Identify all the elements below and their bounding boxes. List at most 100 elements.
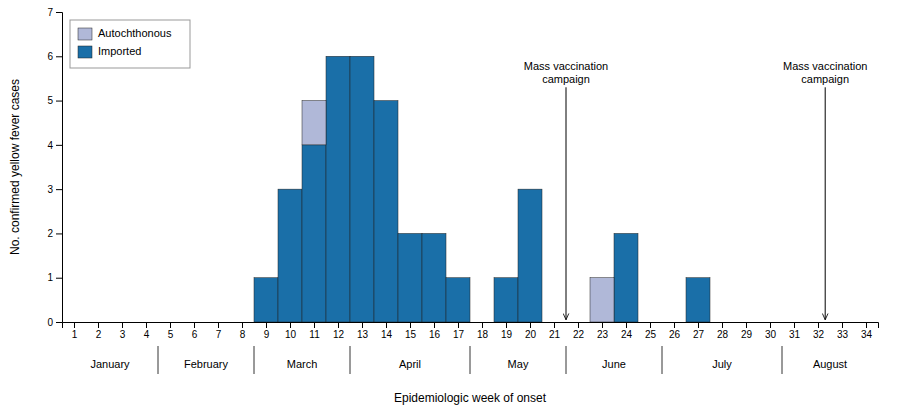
x-tick-mark <box>626 322 627 328</box>
bars <box>254 56 710 322</box>
bar <box>638 322 662 323</box>
month-label: August <box>813 358 847 370</box>
x-tick-mark <box>866 322 867 328</box>
bar <box>806 322 830 323</box>
bar <box>278 189 302 322</box>
y-tick-mark <box>56 233 62 234</box>
bar <box>326 56 350 322</box>
bar <box>182 322 206 323</box>
y-tick: 3 <box>47 184 62 195</box>
bar <box>710 322 734 323</box>
x-tick-label: 16 <box>429 329 441 340</box>
x-tick-mark <box>458 322 459 328</box>
x-tick-label: 15 <box>405 329 417 340</box>
x-tick-mark <box>266 322 267 328</box>
y-tick-label: 0 <box>47 317 53 328</box>
x-tick: 24 <box>621 322 633 340</box>
y-tick-label: 3 <box>47 184 53 195</box>
x-tick-mark <box>602 322 603 328</box>
x-tick: 1 <box>72 322 78 340</box>
x-tick-label: 11 <box>309 329 320 340</box>
months: JanuaryFebruaryMarchAprilMayJuneJulyAugu… <box>90 346 847 374</box>
month-label: February <box>184 358 229 370</box>
x-tick: 16 <box>429 322 441 340</box>
legend-swatch <box>78 46 92 58</box>
x-tick: 8 <box>240 322 246 340</box>
bar <box>230 322 254 323</box>
bar <box>422 233 446 234</box>
y-tick-label: 2 <box>47 228 53 239</box>
x-tick: 15 <box>405 322 417 340</box>
x-tick-mark <box>650 322 651 328</box>
bar <box>206 322 230 323</box>
plot: 1234567891011121314151617181920212223242… <box>47 7 878 374</box>
x-tick-label: 14 <box>381 329 393 340</box>
x-tick-label: 34 <box>861 329 873 340</box>
month-label: July <box>712 358 732 370</box>
x-tick-mark <box>770 322 771 328</box>
bar <box>86 322 110 323</box>
y-tick-mark <box>56 101 62 102</box>
bar <box>86 322 110 323</box>
x-tick-mark <box>722 322 723 328</box>
x-tick-mark <box>746 322 747 328</box>
bar <box>350 56 374 322</box>
legend-frame <box>70 20 190 68</box>
x-tick: 4 <box>144 322 150 340</box>
bar <box>830 322 854 323</box>
x-tick-label: 25 <box>645 329 657 340</box>
month-label: June <box>602 358 626 370</box>
x-tick-label: 1 <box>72 329 78 340</box>
bar <box>758 322 782 323</box>
y-tick: 2 <box>47 228 62 239</box>
x-tick-label: 12 <box>333 329 345 340</box>
bar <box>254 277 278 278</box>
bar <box>806 322 830 323</box>
y-tick-label: 1 <box>47 272 53 283</box>
bar <box>614 233 638 322</box>
x-tick-mark <box>122 322 123 328</box>
bar <box>110 322 134 323</box>
x-tick-mark <box>842 322 843 328</box>
x-tick-label: 23 <box>597 329 609 340</box>
x-tick-label: 8 <box>240 329 246 340</box>
y-tick-label: 5 <box>47 95 53 106</box>
chart: 1234567891011121314151617181920212223242… <box>0 0 898 417</box>
x-axis: 1234567891011121314151617181920212223242… <box>63 322 879 340</box>
month-separator <box>470 346 471 374</box>
x-tick-mark <box>794 322 795 328</box>
x-tick-mark <box>242 322 243 328</box>
bar <box>710 322 734 323</box>
x-tick: 25 <box>645 322 657 340</box>
bar <box>62 322 86 323</box>
bar <box>518 189 542 322</box>
x-tick-label: 29 <box>741 329 753 340</box>
annotations: Mass vaccinationcampaignMass vaccination… <box>524 60 868 320</box>
y-tick-mark <box>56 12 62 13</box>
x-tick: 7 <box>216 322 222 340</box>
bar <box>566 322 590 323</box>
x-tick-label: 6 <box>192 329 198 340</box>
bar <box>158 322 182 323</box>
x-tick: 5 <box>168 322 174 340</box>
bar <box>590 278 614 322</box>
x-tick: 28 <box>717 322 729 340</box>
x-tick-label: 13 <box>357 329 369 340</box>
month-separator <box>254 346 255 374</box>
x-tick: 18 <box>477 322 489 340</box>
x-tick: 9 <box>264 322 270 340</box>
bar-series <box>254 56 710 322</box>
x-tick-label: 9 <box>264 329 270 340</box>
x-tick-label: 17 <box>453 329 465 340</box>
x-tick: 30 <box>765 322 777 340</box>
month-separator <box>566 346 567 374</box>
x-tick: 32 <box>813 322 825 340</box>
bar <box>758 322 782 323</box>
y-tick-label: 7 <box>47 7 53 18</box>
x-tick: 12 <box>333 322 345 340</box>
x-tick-mark <box>434 322 435 328</box>
bar <box>182 322 206 323</box>
x-tick-label: 31 <box>789 329 801 340</box>
bar-series <box>302 101 614 322</box>
bar <box>686 277 710 278</box>
